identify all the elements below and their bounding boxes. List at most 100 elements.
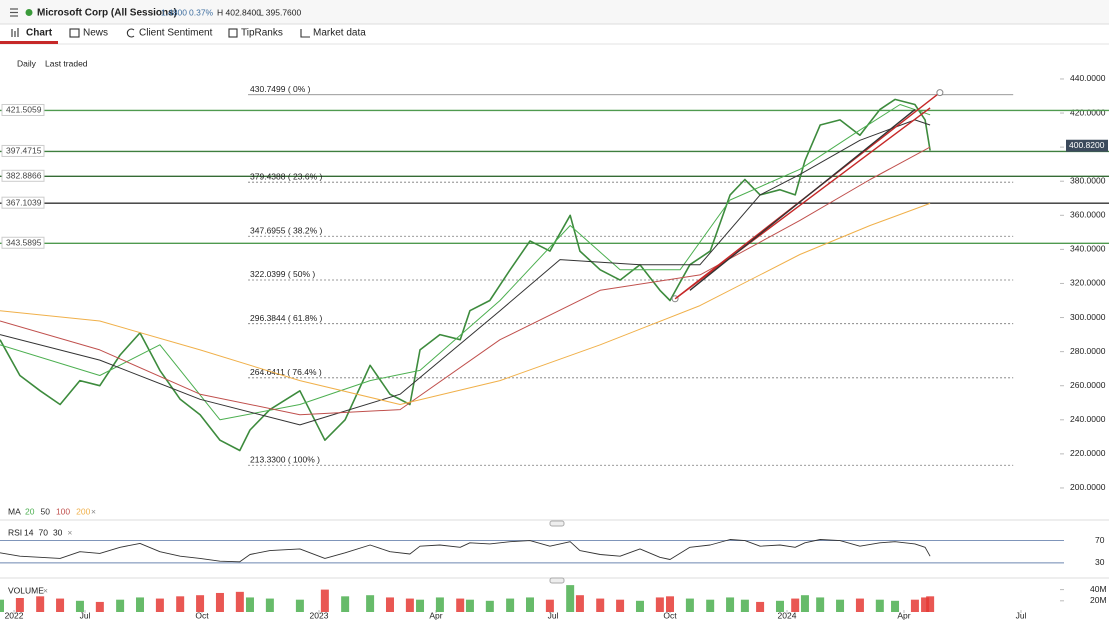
fib-label: 379.4388 ( 23.6% ) — [250, 171, 322, 181]
volume-bar — [616, 599, 625, 612]
volume-bar — [910, 599, 919, 612]
volume-bar — [655, 597, 664, 612]
legend-entry: 200 — [76, 506, 90, 516]
y-tick-label: 300.0000 — [1070, 312, 1106, 322]
x-tick-label: Apr — [897, 610, 910, 620]
volume-bar — [295, 599, 304, 612]
volume-bar — [136, 597, 145, 612]
volume-bar — [526, 597, 534, 612]
tab[interactable]: TipRanks — [241, 28, 283, 39]
price-type-control[interactable]: Last traded — [45, 58, 88, 68]
volume-bar — [921, 597, 930, 612]
y-tick-label: 260.0000 — [1070, 380, 1106, 390]
volume-tick-label: 20M — [1090, 595, 1107, 605]
volume-bar — [875, 599, 884, 612]
legend-close: × — [67, 527, 72, 537]
volume-bar — [405, 598, 414, 612]
volume-bar — [791, 598, 800, 612]
tab[interactable]: Chart — [26, 28, 53, 39]
volume-bar — [320, 589, 329, 612]
volume-bar — [116, 599, 125, 612]
volume-bar — [891, 600, 900, 612]
high: H 402.8400 — [217, 7, 261, 17]
y-tick-label: 420.0000 — [1070, 107, 1106, 117]
volume-bar — [816, 597, 825, 612]
trendline — [689, 109, 916, 291]
y-tick-label: 320.0000 — [1070, 278, 1106, 288]
rsi-legend-title: RSI — [8, 527, 22, 537]
tab[interactable]: Client Sentiment — [139, 28, 213, 39]
volume-bar — [756, 601, 765, 612]
menu-icon[interactable] — [10, 8, 18, 17]
volume-bar — [15, 598, 24, 612]
resize-handle[interactable] — [549, 577, 565, 584]
volume-bar — [36, 596, 45, 612]
legend-close: × — [43, 585, 48, 595]
legend-title: MA — [8, 506, 21, 516]
volume-bar — [155, 598, 164, 612]
volume-bar — [215, 592, 224, 612]
volume-bar — [366, 595, 375, 612]
volume-bar — [235, 591, 244, 612]
x-tick-label: Oct — [663, 610, 677, 620]
change-pct: 0.37% — [189, 7, 214, 17]
volume-bar — [0, 599, 4, 612]
level-label-box — [1, 236, 45, 249]
volume-legend-title: VOLUME — [8, 585, 44, 595]
level-label-box — [1, 169, 45, 182]
volume-bar — [385, 597, 394, 612]
volume-bar — [855, 598, 864, 612]
volume-bar — [341, 596, 350, 612]
level-label: 343.5895 — [6, 238, 42, 248]
fib-label: 213.3300 ( 100% ) — [250, 454, 320, 464]
level-label: 397.4715 — [6, 146, 42, 156]
volume-bar — [596, 598, 605, 612]
x-tick-label: Jul — [80, 610, 91, 620]
tab[interactable]: Market data — [313, 28, 366, 39]
y-tick-label: 360.0000 — [1070, 210, 1106, 220]
volume-bar — [775, 600, 784, 612]
volume-bar — [726, 597, 735, 612]
y-tick-label: 200.0000 — [1070, 482, 1106, 492]
header-bar — [0, 0, 1109, 24]
volume-bar — [456, 598, 465, 612]
rsi-param: 14 — [24, 527, 34, 537]
volume-bar — [465, 599, 474, 612]
x-tick-label: 2023 — [310, 610, 329, 620]
volume-bar — [800, 595, 809, 612]
volume-bar — [926, 596, 935, 612]
volume-bar — [416, 599, 425, 612]
x-tick-label: Jul — [548, 610, 559, 620]
trendline-handle — [936, 89, 944, 97]
instrument-title: Microsoft Corp (All Sessions) — [37, 8, 177, 19]
volume-bar — [635, 600, 644, 612]
volume-bar — [56, 598, 65, 612]
fib-label: 322.0399 ( 50% ) — [250, 269, 315, 279]
volume-bar — [575, 595, 584, 612]
active-tab-underline — [0, 41, 58, 44]
interval-control[interactable]: Daily — [17, 58, 37, 68]
series-line — [0, 539, 931, 563]
volume-bar — [75, 600, 84, 612]
volume-bar — [176, 596, 185, 612]
resize-handle[interactable] — [549, 520, 565, 527]
status-dot — [25, 9, 33, 16]
series-line — [0, 104, 931, 421]
level-label: 382.8866 — [6, 171, 42, 181]
volume-bar — [566, 585, 575, 612]
volume-bar — [95, 601, 104, 612]
volume-bar — [836, 599, 845, 612]
level-label-box — [1, 196, 45, 209]
y-tick-label: 240.0000 — [1070, 414, 1106, 424]
volume-bar — [245, 597, 254, 612]
volume-bar — [706, 599, 715, 612]
fib-label: 347.6955 ( 38.2% ) — [250, 226, 322, 236]
volume-bar — [506, 598, 515, 612]
last-price-label: 400.8200 — [1069, 140, 1105, 150]
level-label: 421.5059 — [6, 105, 42, 115]
tab[interactable]: News — [83, 28, 108, 39]
y-tick-label: 280.0000 — [1070, 346, 1106, 356]
volume-bar — [196, 595, 205, 612]
